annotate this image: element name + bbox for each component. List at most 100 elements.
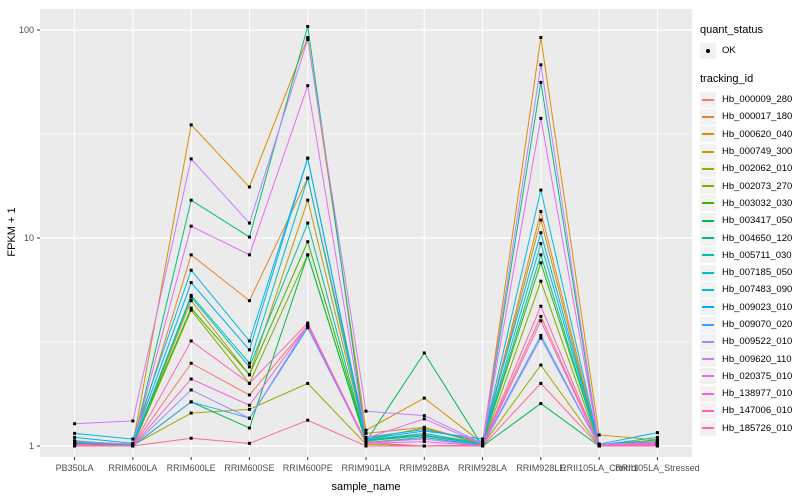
data-point xyxy=(539,363,543,367)
data-point xyxy=(539,279,543,283)
series-line-icon xyxy=(702,358,714,361)
data-point xyxy=(539,314,543,318)
data-point xyxy=(539,381,543,385)
series-line-icon xyxy=(702,271,714,274)
point-glyph-icon xyxy=(706,48,710,53)
legend-swatch xyxy=(700,230,716,247)
legend-entry: Hb_138977_010 xyxy=(700,385,800,402)
legend-swatch xyxy=(700,195,716,212)
legend-entry: Hb_002073_270 xyxy=(700,177,800,195)
x-tick-label: RRII105LA_Control xyxy=(560,463,638,473)
data-point xyxy=(189,299,193,303)
legend-entry: Hb_007483_090 xyxy=(700,281,800,298)
data-point xyxy=(364,436,368,440)
x-tick-label: RRIM901LA xyxy=(341,463,390,473)
legend-swatch xyxy=(700,108,716,125)
data-point xyxy=(539,319,543,323)
data-point xyxy=(539,336,543,340)
data-point xyxy=(247,253,251,257)
legend-entry: Hb_000009_280 xyxy=(700,91,800,108)
data-point xyxy=(306,240,310,244)
legend-entry-label: Hb_002062_010 xyxy=(722,163,793,175)
legend-entry-label: Hb_009522_010 xyxy=(722,336,793,348)
data-point xyxy=(422,414,426,418)
data-point xyxy=(189,436,193,440)
data-point xyxy=(189,361,193,365)
data-point xyxy=(306,198,310,202)
legend-swatch xyxy=(700,299,716,316)
data-point xyxy=(539,231,543,235)
data-point xyxy=(364,431,368,435)
data-point xyxy=(189,268,193,272)
x-tick-label: RRIM600LA xyxy=(108,463,157,473)
legend-entry-label: Hb_007185_050 xyxy=(722,267,793,279)
legend: quant_status OK tracking_id Hb_000009_28… xyxy=(700,24,800,437)
data-point xyxy=(422,428,426,432)
data-point xyxy=(306,321,310,325)
data-point xyxy=(422,429,426,433)
legend-key-label: OK xyxy=(722,45,736,56)
data-point xyxy=(73,422,77,426)
data-point xyxy=(422,437,426,441)
data-point xyxy=(655,431,659,435)
data-point xyxy=(539,188,543,192)
data-point xyxy=(539,261,543,265)
data-point xyxy=(247,221,251,225)
data-point xyxy=(247,393,251,397)
data-point xyxy=(422,435,426,439)
legend-swatch xyxy=(700,91,716,108)
data-point xyxy=(189,295,193,299)
data-point xyxy=(422,417,426,421)
data-point xyxy=(306,323,310,327)
data-point xyxy=(73,435,77,439)
legend-entry: Hb_185726_010 xyxy=(700,420,800,437)
data-point xyxy=(189,224,193,228)
legend-entry-label: Hb_004650_120 xyxy=(722,232,793,244)
data-point xyxy=(481,437,485,441)
x-tick-label: RRIM600LE xyxy=(167,463,216,473)
y-tick-label: 100 xyxy=(19,25,34,35)
data-point xyxy=(189,123,193,127)
legend-entry: Hb_002062_010 xyxy=(700,160,800,177)
legend-swatch xyxy=(700,420,716,437)
legend-entry: Hb_003417_050 xyxy=(700,212,800,229)
legend-key-quant-ok: OK xyxy=(700,42,800,59)
data-point xyxy=(539,218,543,222)
series-line-icon xyxy=(702,254,714,257)
legend-entry: Hb_007185_050 xyxy=(700,264,800,281)
data-point xyxy=(131,419,135,423)
data-point xyxy=(306,221,310,225)
legend-entry: Hb_000749_300 xyxy=(700,143,800,160)
data-point xyxy=(306,24,310,28)
x-tick-label: RRIM928LE xyxy=(516,463,565,473)
legend-swatch xyxy=(700,333,716,350)
data-point xyxy=(73,444,77,448)
data-point xyxy=(539,36,543,40)
legend-entry-label: Hb_005711_030 xyxy=(722,249,792,261)
data-point xyxy=(247,365,251,369)
data-point xyxy=(247,373,251,377)
data-point xyxy=(73,442,77,446)
data-point xyxy=(597,433,601,437)
data-point xyxy=(306,36,310,40)
legend-swatch xyxy=(700,351,716,368)
data-point xyxy=(655,438,659,442)
x-tick-label: RRIM928BA xyxy=(399,463,449,473)
series-line-icon xyxy=(702,133,714,136)
data-point xyxy=(539,304,543,308)
data-point xyxy=(247,299,251,303)
data-point xyxy=(247,361,251,365)
data-point xyxy=(189,411,193,415)
data-point xyxy=(422,431,426,435)
data-point xyxy=(73,440,77,444)
legend-entry-label: Hb_147006_010 xyxy=(722,405,793,417)
data-point xyxy=(189,198,193,202)
legend-swatch xyxy=(700,160,716,177)
series-line-icon xyxy=(702,167,714,170)
legend-entry-label: Hb_138977_010 xyxy=(722,388,793,400)
data-point xyxy=(247,416,251,420)
data-point xyxy=(131,437,135,441)
legend-entry-label: Hb_009070_020 xyxy=(722,319,793,330)
